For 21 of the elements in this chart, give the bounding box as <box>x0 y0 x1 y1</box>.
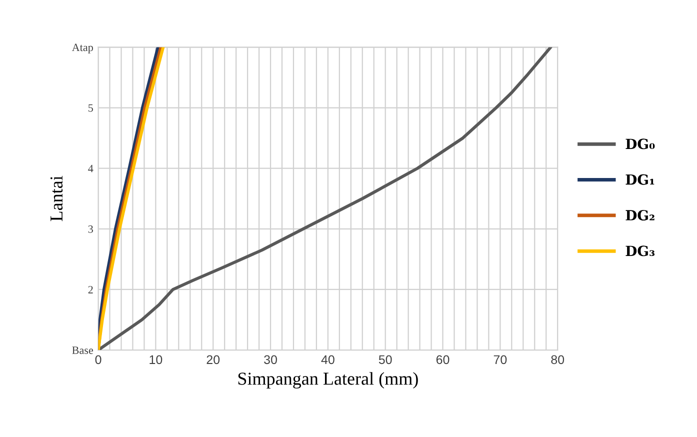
y-tick-label: 4 <box>88 164 94 172</box>
y-tick-label: 2 <box>88 286 93 294</box>
x-tick-label: 50 <box>378 355 392 364</box>
y-tick-label: 3 <box>88 225 93 233</box>
y-axis-title: Lantai <box>50 176 63 222</box>
y-tick-label: Base <box>72 346 94 354</box>
x-tick-label: 10 <box>150 355 162 364</box>
legend-label: DG₂ <box>626 210 654 220</box>
y-tick-label: 5 <box>88 104 93 112</box>
x-tick-label: 60 <box>436 355 450 364</box>
x-tick-label: 0 <box>95 355 102 364</box>
legend-label: DG₁ <box>626 174 654 185</box>
x-tick-label: 30 <box>264 355 277 364</box>
y-tick-label: Atap <box>72 44 93 54</box>
x-axis-title: Simpangan Lateral (mm) <box>238 372 418 389</box>
legend-label: DG₃ <box>626 246 655 256</box>
x-tick-label: 20 <box>206 355 220 364</box>
x-tick-label: 70 <box>494 355 507 364</box>
legend-label: DG₀ <box>626 138 655 150</box>
x-tick-label: 80 <box>551 355 564 364</box>
x-tick-label: 40 <box>321 355 334 364</box>
